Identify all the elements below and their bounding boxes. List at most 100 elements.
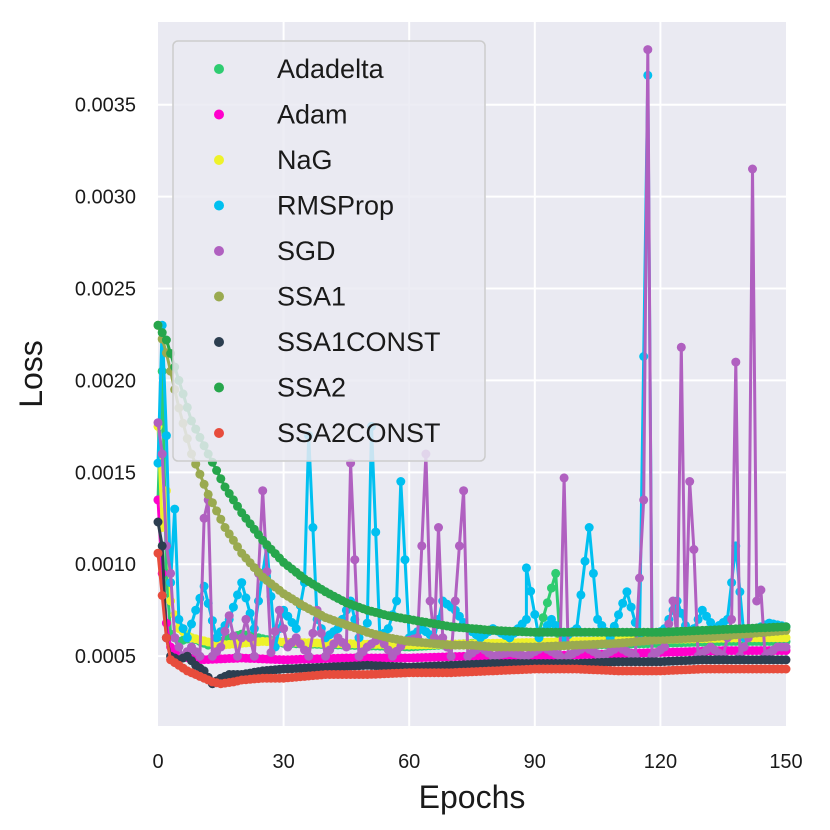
data-point-ssa2 xyxy=(228,495,238,505)
data-point-ssa1 xyxy=(199,479,209,489)
data-point-ssa2 xyxy=(233,501,242,511)
data-point-rmsprop xyxy=(182,633,192,643)
legend-marker-ssa1 xyxy=(214,291,224,302)
data-point-rmsprop xyxy=(584,523,594,532)
y-tick-label: 0.0005 xyxy=(75,646,136,668)
legend-label-ssa1const: SSA1CONST xyxy=(277,327,441,357)
data-point-sgd xyxy=(304,651,314,661)
data-point-sgd xyxy=(270,626,280,636)
data-point-ssa1 xyxy=(233,542,242,552)
data-point-sgd xyxy=(279,624,289,634)
series-ssa2const xyxy=(153,548,791,689)
data-point-rmsprop xyxy=(526,586,536,596)
data-point-sgd xyxy=(266,648,276,657)
data-point-sgd xyxy=(166,568,176,578)
data-point-sgd xyxy=(425,596,435,606)
data-point-ssa2const xyxy=(781,664,791,674)
data-point-rmsprop xyxy=(237,578,247,588)
data-point-sgd xyxy=(237,633,247,643)
data-point-sgd xyxy=(668,596,678,606)
data-point-sgd xyxy=(727,614,737,624)
legend-label-ssa2const: SSA2CONST xyxy=(277,418,441,448)
data-point-sgd xyxy=(245,633,255,643)
data-point-rmsprop xyxy=(241,593,251,603)
data-point-sgd xyxy=(216,642,226,652)
data-point-sgd xyxy=(639,495,649,505)
data-point-ssa1 xyxy=(207,498,217,508)
legend-label-adadelta: Adadelta xyxy=(277,54,385,84)
data-point-rmsprop xyxy=(228,602,238,612)
data-point-rmsprop xyxy=(383,624,393,634)
data-point-sgd xyxy=(417,541,427,551)
data-point-ssa1 xyxy=(203,489,213,499)
legend-label-ssa2: SSA2 xyxy=(277,373,346,403)
legend-label-ssa1: SSA1 xyxy=(277,282,346,312)
data-point-sgd xyxy=(233,651,242,661)
data-point-rmsprop xyxy=(580,556,590,566)
y-tick-label: 0.0030 xyxy=(75,187,136,209)
legend-marker-rmsprop xyxy=(214,200,224,211)
y-tick-label: 0.0020 xyxy=(75,370,136,392)
data-point-rmsprop xyxy=(161,431,171,441)
data-point-rmsprop xyxy=(626,602,636,612)
data-point-nag xyxy=(781,633,791,643)
data-point-sgd xyxy=(643,45,653,55)
x-tick-label: 30 xyxy=(272,751,294,773)
data-point-sgd xyxy=(781,642,791,652)
legend-label-nag: NaG xyxy=(277,145,333,175)
data-point-sgd xyxy=(153,418,163,428)
y-axis-label: Loss xyxy=(13,340,49,408)
data-point-rmsprop xyxy=(521,614,531,624)
data-point-sgd xyxy=(739,642,749,652)
data-point-sgd xyxy=(555,651,565,661)
y-tick-label: 0.0010 xyxy=(75,554,136,576)
data-point-ssa1 xyxy=(224,529,234,539)
data-point-sgd xyxy=(170,633,180,643)
legend-marker-ssa1const xyxy=(214,337,224,347)
data-point-ssa2const xyxy=(161,633,171,643)
data-point-sgd xyxy=(446,651,456,661)
data-point-ssa1const xyxy=(781,655,791,665)
data-point-ssa2 xyxy=(157,328,167,338)
data-point-rmsprop xyxy=(362,618,372,628)
data-point-sgd xyxy=(685,477,695,486)
data-point-sgd xyxy=(249,651,259,661)
data-point-adadelta xyxy=(551,568,561,578)
data-point-sgd xyxy=(454,541,464,551)
data-point-sgd xyxy=(559,473,569,483)
data-point-sgd xyxy=(157,449,167,459)
data-point-ssa2 xyxy=(161,335,171,345)
data-point-adadelta xyxy=(542,598,552,608)
data-point-rmsprop xyxy=(614,610,623,620)
data-point-sgd xyxy=(341,642,351,652)
data-point-rmsprop xyxy=(153,458,163,468)
data-point-sgd xyxy=(316,628,326,638)
data-point-adadelta xyxy=(547,583,556,593)
data-point-ssa1 xyxy=(228,535,238,545)
data-point-sgd xyxy=(752,596,762,606)
data-point-rmsprop xyxy=(676,608,686,618)
data-point-rmsprop xyxy=(576,590,586,600)
y-tick-label: 0.0025 xyxy=(75,279,136,301)
data-point-ssa2 xyxy=(224,489,234,498)
legend-label-rmsprop: RMSProp xyxy=(277,191,394,221)
legend-box xyxy=(172,40,486,462)
data-point-sgd xyxy=(174,642,184,652)
data-point-rmsprop xyxy=(191,605,201,615)
data-point-sgd xyxy=(220,626,230,636)
data-point-ssa2 xyxy=(153,320,163,330)
x-tick-label: 0 xyxy=(152,751,163,773)
y-tick-labels: 0.0005 0.0010 0.0015 0.0020 0.0025 0.0030 0.00… xyxy=(75,95,136,668)
data-point-sgd xyxy=(228,631,238,641)
data-point-ssa1 xyxy=(191,459,201,469)
data-point-rmsprop xyxy=(400,555,410,565)
legend-marker-adadelta xyxy=(214,64,224,74)
data-point-rmsprop xyxy=(291,624,301,634)
data-point-sgd xyxy=(660,642,670,652)
data-point-rmsprop xyxy=(396,477,406,486)
series-ssa2 xyxy=(153,320,791,637)
data-point-rmsprop xyxy=(170,504,180,514)
legend-marker-sgd xyxy=(214,246,224,256)
x-tick-label: 150 xyxy=(769,751,802,773)
